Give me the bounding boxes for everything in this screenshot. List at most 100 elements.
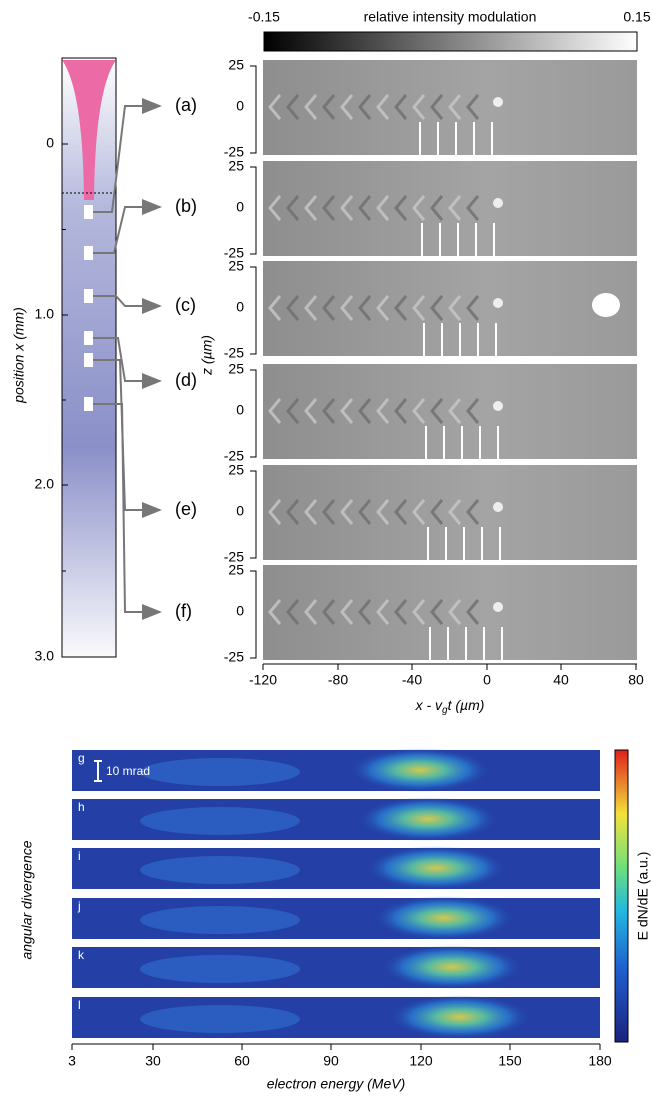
marker-dash bbox=[84, 289, 93, 303]
wake bbox=[376, 94, 390, 120]
wake bbox=[286, 94, 300, 120]
wake bbox=[430, 499, 444, 525]
scale-bar bbox=[94, 760, 102, 782]
tick-label: 1.0 bbox=[35, 306, 55, 322]
panel-label: g bbox=[78, 751, 85, 765]
wake bbox=[466, 94, 480, 120]
wake bbox=[412, 195, 426, 221]
bubble bbox=[493, 502, 503, 512]
marker-dash bbox=[84, 331, 93, 345]
wake bbox=[466, 398, 480, 424]
colorbar-label: E dN/dE (a.u.) bbox=[635, 852, 651, 941]
y-label: angular divergence bbox=[19, 840, 35, 959]
tick-label: 2.0 bbox=[35, 476, 55, 492]
x-tick-label: 30 bbox=[145, 1053, 161, 1069]
bubble bbox=[493, 298, 503, 308]
x-tick-label: 40 bbox=[553, 672, 569, 688]
y-axis bbox=[250, 570, 257, 659]
y-axis bbox=[250, 166, 257, 255]
x-label-part: x - v bbox=[415, 697, 443, 713]
x-label: electron energy (MeV) bbox=[267, 1076, 406, 1092]
wake bbox=[340, 195, 354, 221]
y-tick-label: 25 bbox=[228, 258, 244, 274]
wake bbox=[376, 195, 390, 221]
signal bbox=[140, 955, 300, 983]
wake bbox=[358, 599, 372, 625]
x-tick-label: 60 bbox=[234, 1053, 250, 1069]
marker-dash bbox=[84, 397, 93, 411]
wake bbox=[466, 499, 480, 525]
arrow bbox=[93, 403, 162, 620]
wake bbox=[448, 295, 462, 321]
wake bbox=[340, 499, 354, 525]
x-tick-label: 180 bbox=[588, 1053, 612, 1069]
x-tick-label: 90 bbox=[323, 1053, 339, 1069]
wake bbox=[448, 599, 462, 625]
wake bbox=[466, 295, 480, 321]
wake bbox=[286, 599, 300, 625]
wake bbox=[412, 599, 426, 625]
wake bbox=[322, 398, 336, 424]
bubble bbox=[493, 602, 503, 612]
arrow bbox=[93, 98, 162, 213]
tick-label: 0 bbox=[46, 135, 54, 151]
x-tick-label: 120 bbox=[409, 1053, 433, 1069]
wake bbox=[358, 499, 372, 525]
bubble bbox=[493, 198, 503, 208]
wake bbox=[358, 195, 372, 221]
panel-label: j bbox=[77, 899, 81, 913]
x-tick-label: 3 bbox=[68, 1053, 76, 1069]
bottom-panels: E dN/dE (a.u.) angular divergence electr… bbox=[19, 749, 651, 1092]
wake bbox=[448, 499, 462, 525]
y-axis bbox=[250, 65, 257, 154]
wake bbox=[376, 398, 390, 424]
arrow bbox=[93, 199, 162, 254]
y-tick-label: 0 bbox=[236, 603, 244, 619]
wake bbox=[394, 499, 408, 525]
y-tick-label: 0 bbox=[236, 503, 244, 519]
wake bbox=[466, 195, 480, 221]
signal bbox=[374, 896, 514, 940]
wake bbox=[430, 94, 444, 120]
y-tick-label: 25 bbox=[228, 562, 244, 578]
wake bbox=[412, 94, 426, 120]
wake bbox=[340, 599, 354, 625]
wake bbox=[376, 499, 390, 525]
wake bbox=[304, 295, 318, 321]
y-tick-label: 25 bbox=[228, 462, 244, 478]
wake bbox=[268, 398, 282, 424]
wake bbox=[304, 94, 318, 120]
wake bbox=[466, 599, 480, 625]
wake bbox=[358, 295, 372, 321]
signal bbox=[140, 1005, 300, 1033]
wake bbox=[322, 599, 336, 625]
wake bbox=[394, 295, 408, 321]
colorbar bbox=[614, 749, 629, 1043]
marker-label: (e) bbox=[175, 499, 197, 519]
wake bbox=[394, 94, 408, 120]
signal bbox=[140, 906, 300, 934]
signal bbox=[382, 945, 522, 989]
signal bbox=[366, 846, 506, 890]
wake bbox=[430, 295, 444, 321]
wake bbox=[412, 499, 426, 525]
colorbar bbox=[263, 31, 638, 52]
arrow bbox=[93, 337, 162, 389]
wake bbox=[358, 94, 372, 120]
y-tick-label: 0 bbox=[236, 199, 244, 215]
wake bbox=[376, 295, 390, 321]
bubble bbox=[493, 97, 503, 107]
wake bbox=[394, 398, 408, 424]
axis-label: position x (mm) bbox=[11, 307, 27, 404]
signal bbox=[140, 758, 300, 786]
marker-label: (d) bbox=[175, 370, 197, 390]
y-axis bbox=[250, 266, 257, 355]
y-tick-label: 25 bbox=[228, 158, 244, 174]
wake bbox=[340, 295, 354, 321]
scale-label: 10 mrad bbox=[106, 764, 150, 778]
wake bbox=[430, 599, 444, 625]
wake bbox=[304, 499, 318, 525]
marker-dash bbox=[84, 353, 93, 367]
wake bbox=[430, 398, 444, 424]
